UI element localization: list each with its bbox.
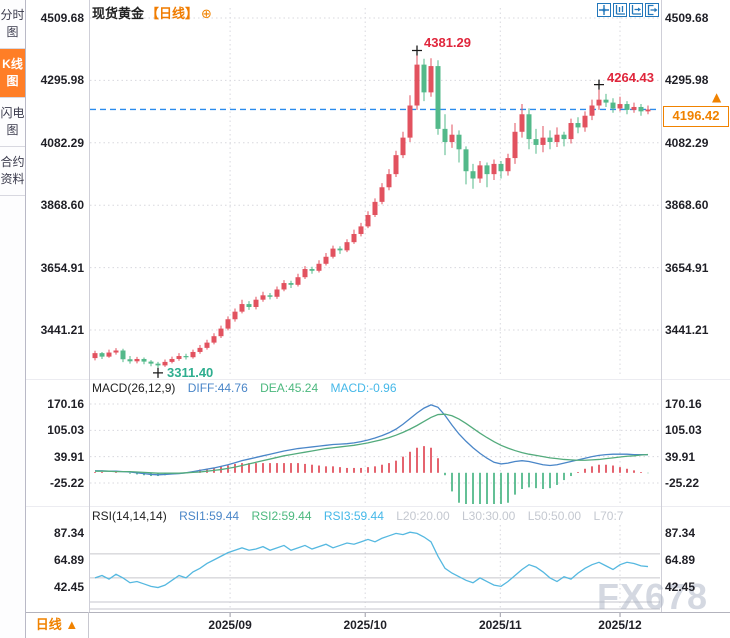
time-axis-label: 2025/10 (343, 618, 387, 632)
macd-params-label: MACD(26,12,9) (92, 381, 176, 395)
price-axis-label: 4295.98 (40, 73, 84, 88)
period-label: 日线 (35, 617, 62, 632)
sidebar-tab-time-chart[interactable]: 分时图 (0, 0, 25, 49)
macd-axis-label: 170.16 (47, 397, 84, 411)
price-up-arrow-icon: ▲ (712, 90, 722, 105)
rsi-axis-label: 87.34 (665, 526, 696, 540)
macd-hist-value: MACD:-0.96 (330, 381, 397, 395)
price-axis-label: 4509.68 (665, 11, 709, 25)
price-axis-label: 4509.68 (40, 11, 84, 25)
rsi-l70-label: L70:7 (593, 509, 624, 523)
go-latest-icon[interactable] (645, 3, 659, 17)
macd-diff-value: DIFF:44.76 (187, 381, 248, 395)
macd-axis-label: -25.22 (49, 476, 84, 490)
rsi-l50-label: L50:50.00 (527, 509, 582, 523)
swing-high-annotation: 4264.43 (607, 69, 654, 85)
macd-axis-label: 105.03 (47, 423, 84, 438)
macd-axis-label: -25.22 (665, 476, 700, 490)
current-price-tag: 4196.42 (663, 106, 729, 128)
rsi-legend-row: RSI(14,14,14) RSI1:59.44 RSI2:59.44 RSI3… (92, 509, 632, 523)
sidebar: 分时图 K线图 闪电图 合约资料 (0, 0, 26, 638)
macd-axis-label: 39.91 (665, 449, 696, 464)
instrument-name: 现货黄金 (92, 6, 145, 21)
rsi-axis-label: 64.89 (665, 553, 696, 567)
fx678-watermark: FX678 (597, 576, 709, 617)
chart-toolbar (597, 3, 659, 17)
price-axis-label: 3441.21 (665, 323, 709, 337)
sidebar-tab-contract-info[interactable]: 合约资料 (0, 147, 25, 196)
macd-axis-label: 105.03 (665, 423, 702, 438)
price-axis-label: 4295.98 (665, 73, 709, 88)
macd-legend-row: MACD(26,12,9) DIFF:44.76 DEA:45.24 MACD:… (92, 381, 406, 395)
price-axis-label: 4082.29 (40, 135, 84, 150)
panel-separator (26, 379, 730, 380)
rsi3-value: RSI3:59.44 (323, 509, 384, 523)
rsi1-value: RSI1:59.44 (179, 509, 240, 523)
rsi2-value: RSI2:59.44 (251, 509, 312, 523)
rsi-axis-label: 42.45 (53, 580, 84, 594)
rsi-axis-label: 87.34 (53, 526, 84, 540)
sidebar-tab-candlestick-chart[interactable]: K线图 (0, 49, 25, 98)
rsi-axis-label: 64.89 (53, 553, 84, 567)
axis-pan-icon[interactable] (629, 3, 643, 17)
high-price-annotation: 4381.29 (424, 35, 471, 51)
rsi-l30-label: L30:30.00 (461, 509, 516, 523)
price-axis-label: 3868.60 (665, 198, 709, 213)
panel-separator (26, 506, 730, 507)
low-price-annotation: 3311.40 (167, 364, 214, 380)
price-axis-label: 3654.91 (40, 260, 84, 275)
price-axis-label: 4082.29 (665, 135, 709, 150)
expand-icon[interactable]: ⊕ (201, 7, 212, 22)
crosshair-move-icon[interactable] (597, 3, 611, 17)
time-axis-label: 2025/11 (478, 618, 522, 632)
rsi-l20-label: L20:20.00 (396, 509, 450, 523)
macd-dea-value: DEA:45.24 (260, 381, 319, 395)
macd-axis-label: 170.16 (665, 397, 702, 411)
time-axis-line (0, 612, 730, 613)
period-selector-button[interactable]: 日线 ▲ (26, 612, 89, 638)
time-axis-label: 2025/09 (208, 618, 252, 632)
price-axis-label: 3868.60 (40, 198, 84, 213)
rsi-params-label: RSI(14,14,14) (92, 509, 167, 523)
price-axis-label: 3654.91 (665, 260, 709, 275)
axis-scale-icon[interactable] (613, 3, 627, 17)
sidebar-tab-lightning-chart[interactable]: 闪电图 (0, 98, 25, 147)
chart-title: 现货黄金 【日线】 ⊕ (92, 3, 212, 22)
macd-axis-label: 39.91 (53, 449, 84, 464)
price-axis-label: 3441.21 (40, 323, 84, 337)
rsi-axis-label: 42.45 (665, 580, 696, 594)
period-tag: 【日线】 (146, 6, 199, 21)
time-axis-label: 2025/12 (598, 618, 642, 632)
period-dropdown-arrow-icon: ▲ (65, 617, 79, 632)
